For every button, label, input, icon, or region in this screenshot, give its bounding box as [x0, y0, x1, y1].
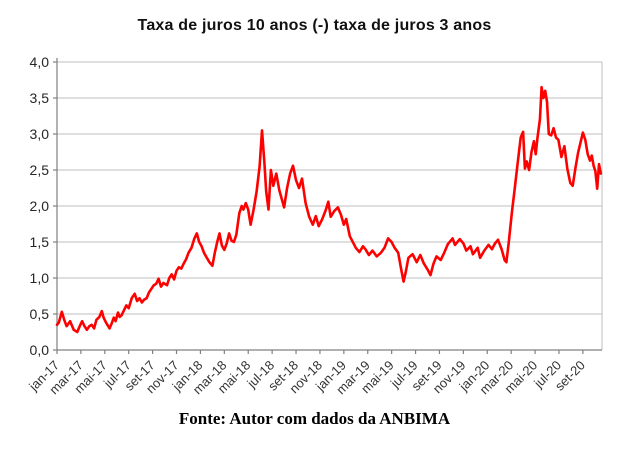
- y-tick-label: 1,0: [30, 270, 50, 286]
- source-caption: Fonte: Autor com dados da ANBIMA: [178, 409, 451, 428]
- y-tick-label: 0,0: [30, 342, 50, 358]
- y-tick-label: 1,5: [30, 234, 50, 250]
- y-tick-label: 2,5: [30, 162, 50, 178]
- y-tick-label: 3,0: [30, 126, 50, 142]
- y-tick-label: 3,5: [30, 90, 50, 106]
- chart-title: Taxa de juros 10 anos (-) taxa de juros …: [137, 17, 492, 34]
- series-line: [55, 85, 603, 334]
- y-tick-label: 2,0: [30, 198, 50, 214]
- y-tick-label: 0,5: [30, 306, 50, 322]
- y-tick-label: 4,0: [30, 54, 50, 70]
